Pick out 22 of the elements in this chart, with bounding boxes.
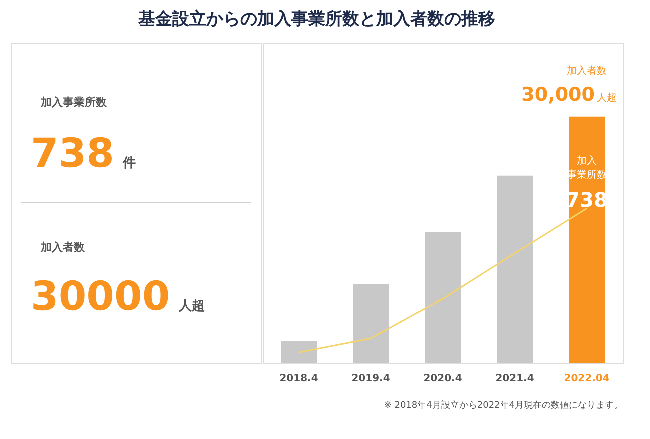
x-tick-label: 2019.4	[352, 374, 390, 384]
text: 加入事業所数	[40, 96, 108, 109]
x-tick-label: 2020.4	[424, 374, 462, 384]
bar	[425, 232, 461, 363]
text: ※ 2018年4月設立から2022年4月現在の数値になります。	[384, 400, 623, 411]
x-tick-label: 2021.4	[496, 374, 534, 384]
text: 加入者数	[567, 65, 607, 77]
text: 738	[31, 131, 114, 177]
bar	[569, 116, 605, 363]
text: 件	[122, 156, 136, 171]
text: 30000	[31, 274, 170, 320]
bar	[353, 284, 389, 363]
annotation: 加入	[577, 155, 597, 167]
text: 30,000	[522, 84, 595, 106]
bar	[281, 341, 317, 363]
x-tick-label: 2022.04	[564, 374, 610, 384]
text: 人超	[178, 299, 205, 314]
text: 人超	[597, 92, 617, 104]
chart-title: 基金設立からの加入事業所数と加入者数の推移	[138, 10, 496, 30]
text: 加入者数	[40, 241, 86, 254]
x-tick-label: 2018.4	[280, 374, 318, 384]
bar	[497, 176, 533, 363]
